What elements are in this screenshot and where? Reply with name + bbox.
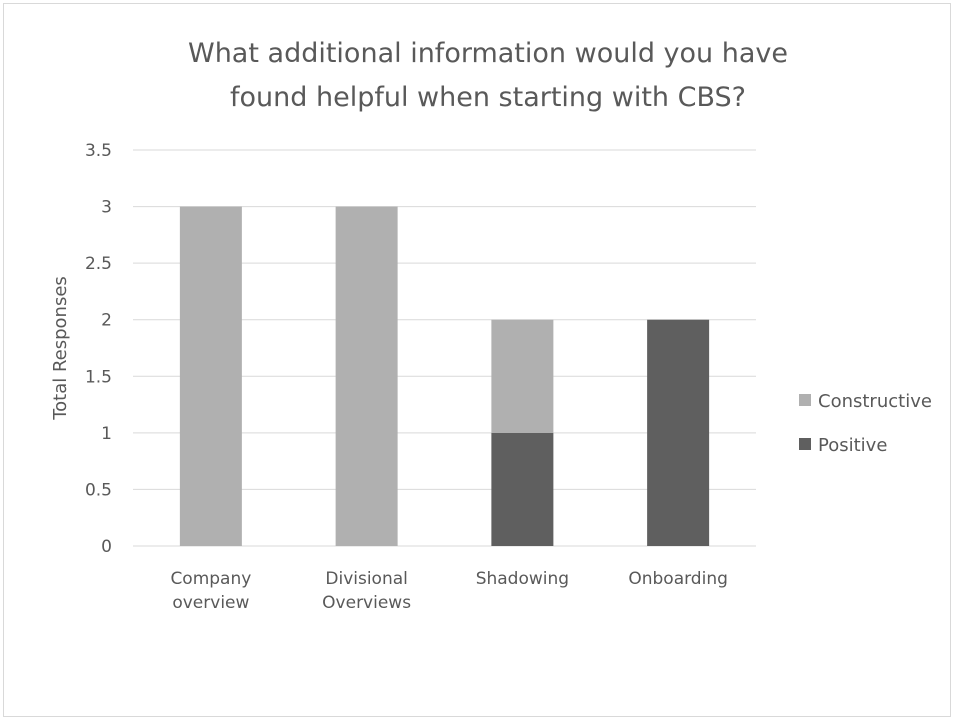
y-tick-label: 0 [101,537,112,557]
legend: Constructive Positive [799,391,932,456]
x-tick-label: Company overview [170,569,251,613]
bar-positive [647,319,710,546]
bar-constructive [335,206,398,547]
bar-positive [491,432,554,546]
chart-title: What additional information would you ha… [188,38,788,113]
x-tick-label: Onboarding [628,569,728,589]
y-tick-label: 1.5 [85,367,112,387]
legend-swatch-constructive [799,394,811,406]
legend-label-positive: Positive [818,435,887,456]
y-axis-title: Total Responses [50,276,71,421]
x-tick-labels: Company overview Divisional Overviews Shadow… [170,569,727,613]
y-tick-labels: 0 0.5 1 1.5 2 2.5 3 3.5 [85,141,112,557]
legend-swatch-positive [799,438,811,450]
x-tick-label: Divisional Overviews [322,569,411,613]
bar-constructive [179,206,242,547]
y-tick-label: 2.5 [85,254,112,274]
y-tick-label: 3.5 [85,141,112,161]
y-tick-label: 2 [101,311,112,331]
y-tick-label: 3 [101,198,112,218]
bar-constructive [491,319,554,433]
chart-frame [3,3,951,717]
chart-title-line: found helpful when starting with CBS? [230,82,746,113]
y-tick-label: 0.5 [85,480,112,500]
legend-label-constructive: Constructive [818,391,932,412]
bars [179,206,710,547]
y-tick-label: 1 [101,424,112,444]
chart-title-line: What additional information would you ha… [188,38,788,69]
x-tick-label: Shadowing [476,569,569,589]
